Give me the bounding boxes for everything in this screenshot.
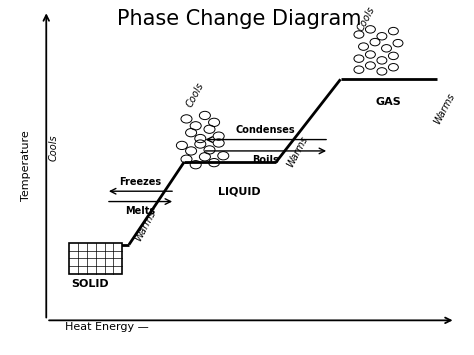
Text: Cools: Cools: [185, 81, 206, 109]
Text: Condenses: Condenses: [236, 125, 296, 136]
Text: Cools: Cools: [355, 5, 376, 33]
Bar: [69, 243, 122, 274]
Text: Cools: Cools: [48, 135, 58, 162]
Text: Warms: Warms: [133, 208, 157, 243]
Text: Melts: Melts: [126, 206, 155, 216]
Text: Phase Change Diagram: Phase Change Diagram: [117, 9, 362, 29]
Text: Boils: Boils: [253, 155, 279, 165]
Text: Warms: Warms: [432, 91, 456, 126]
Text: GAS: GAS: [376, 97, 401, 107]
Text: Heat Energy —: Heat Energy —: [64, 322, 148, 332]
Text: Temperature: Temperature: [20, 130, 30, 201]
Text: Warms: Warms: [284, 135, 309, 169]
Text: Freezes: Freezes: [119, 177, 162, 187]
Text: LIQUID: LIQUID: [218, 186, 261, 196]
Text: SOLID: SOLID: [71, 279, 109, 289]
